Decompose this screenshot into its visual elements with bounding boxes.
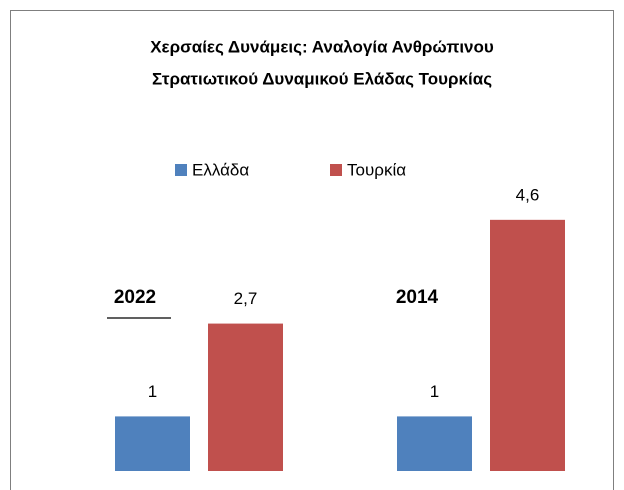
data-label: 1	[148, 382, 157, 401]
bar	[490, 219, 565, 471]
bar	[397, 416, 472, 471]
data-label: 4,6	[516, 185, 540, 204]
chart-title: Χερσαίες Δυνάμεις: Αναλογία Ανθρώπινου	[150, 37, 494, 56]
bar	[115, 416, 190, 471]
chart-title: Στρατιωτικού Δυναμικού Ελάδας Τουρκίας	[152, 69, 492, 88]
bar	[208, 323, 283, 471]
legend-swatch	[175, 164, 187, 176]
legend-swatch	[330, 164, 342, 176]
data-label: 2,7	[234, 289, 258, 308]
legend-label: Ελλάδα	[192, 160, 249, 179]
legend-label: Τουρκία	[347, 160, 406, 179]
category-label: 2014	[396, 287, 439, 308]
data-label: 1	[430, 382, 439, 401]
category-label: 2022	[114, 287, 156, 308]
